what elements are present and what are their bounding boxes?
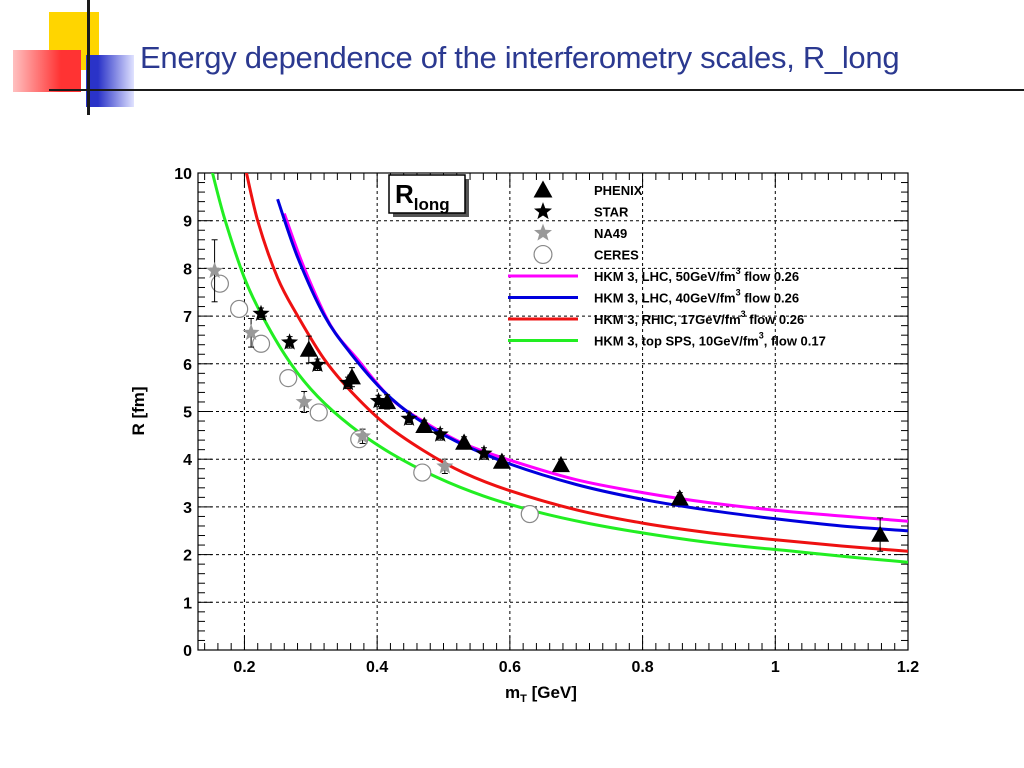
point-star bbox=[252, 304, 270, 321]
legend-label: PHENIX bbox=[594, 183, 643, 198]
point-na49 bbox=[206, 261, 224, 279]
point-ceres bbox=[413, 463, 432, 482]
point-ceres bbox=[279, 369, 298, 388]
point-na49 bbox=[354, 427, 372, 444]
point-ceres bbox=[251, 334, 271, 353]
legend-label: HKM 3, top SPS, 10GeV/fm3, flow 0.17 bbox=[594, 331, 826, 349]
point-ceres bbox=[210, 274, 229, 293]
y-tick-label: 10 bbox=[174, 166, 192, 183]
point-phenix bbox=[415, 416, 434, 434]
grid bbox=[198, 173, 908, 650]
point-na49 bbox=[436, 457, 454, 474]
point-ceres bbox=[309, 403, 328, 422]
point-phenix bbox=[455, 433, 474, 450]
point-phenix bbox=[551, 455, 570, 473]
point-phenix bbox=[378, 392, 397, 410]
legend-marker-star bbox=[534, 202, 552, 220]
x-axis-label: mT [GeV] bbox=[505, 683, 577, 705]
deco-vertical-line bbox=[87, 0, 90, 115]
x-tick-label: 1 bbox=[771, 659, 780, 676]
legend-marker-phenix bbox=[533, 180, 553, 198]
y-tick-label: 5 bbox=[183, 405, 192, 422]
deco-red-block bbox=[13, 50, 81, 92]
legend-marker-na49 bbox=[534, 223, 552, 241]
legend-label: NA49 bbox=[594, 226, 627, 241]
legend-label: HKM 3, LHC, 40GeV/fm3 flow 0.26 bbox=[594, 288, 799, 306]
legend: PHENIX STAR NA49 CERES HKM 3, LHC, 50GeV/fm3… bbox=[508, 180, 826, 349]
series-line-ee1111 bbox=[244, 173, 908, 553]
point-na49 bbox=[242, 323, 260, 341]
point-na49 bbox=[295, 393, 313, 410]
point-star bbox=[369, 392, 387, 409]
x-tick-label: 0.8 bbox=[631, 659, 653, 676]
slide-title: Energy dependence of the interferometry … bbox=[140, 40, 900, 75]
y-tick-label: 8 bbox=[183, 261, 192, 278]
legend-label: HKM 3, LHC, 50GeV/fm3 flow 0.26 bbox=[594, 266, 799, 284]
x-tick-label: 0.2 bbox=[233, 659, 255, 676]
x-tick-label: 0.6 bbox=[499, 659, 521, 676]
y-tick-label: 0 bbox=[183, 643, 192, 660]
panel-label-box: Rlong bbox=[388, 174, 469, 217]
deco-blue-block bbox=[86, 55, 134, 107]
y-tick-label: 7 bbox=[183, 309, 192, 326]
point-ceres bbox=[520, 504, 539, 524]
point-star bbox=[308, 355, 326, 372]
point-phenix bbox=[342, 368, 361, 385]
point-star bbox=[475, 444, 493, 461]
point-star bbox=[400, 409, 418, 426]
y-tick-label: 2 bbox=[183, 548, 192, 565]
point-phenix bbox=[299, 340, 318, 357]
x-tick-label: 0.4 bbox=[366, 659, 388, 676]
y-tick-label: 6 bbox=[183, 357, 192, 374]
point-phenix bbox=[670, 489, 689, 506]
point-star bbox=[431, 425, 449, 442]
point-phenix bbox=[492, 452, 511, 469]
panel-label: Rlong bbox=[395, 179, 450, 214]
point-phenix bbox=[871, 525, 890, 542]
tick-labels: 0.2 0.4 0.6 0.8 1 1.2 0 1 2 3 4 5 6 7 8 9 10 bbox=[174, 166, 919, 676]
y-tick-label: 3 bbox=[183, 500, 192, 517]
deco-horizontal-line bbox=[49, 89, 1024, 91]
points bbox=[206, 239, 890, 552]
point-ceres bbox=[230, 299, 249, 319]
x-tick-label: 1.2 bbox=[897, 659, 919, 676]
y-tick-label: 1 bbox=[183, 595, 192, 612]
legend-marker-ceres bbox=[533, 244, 553, 265]
legend-label: STAR bbox=[594, 205, 629, 220]
y-tick-label: 9 bbox=[183, 214, 192, 231]
legend-label: HKM 3, RHIC, 17GeV/fm3 flow 0.26 bbox=[594, 309, 804, 327]
y-axis-label: R [fm] bbox=[129, 386, 148, 435]
y-tick-label: 4 bbox=[183, 452, 192, 469]
point-star bbox=[281, 333, 299, 350]
minor-ticks bbox=[198, 172, 909, 651]
legend-label: CERES bbox=[594, 248, 639, 263]
